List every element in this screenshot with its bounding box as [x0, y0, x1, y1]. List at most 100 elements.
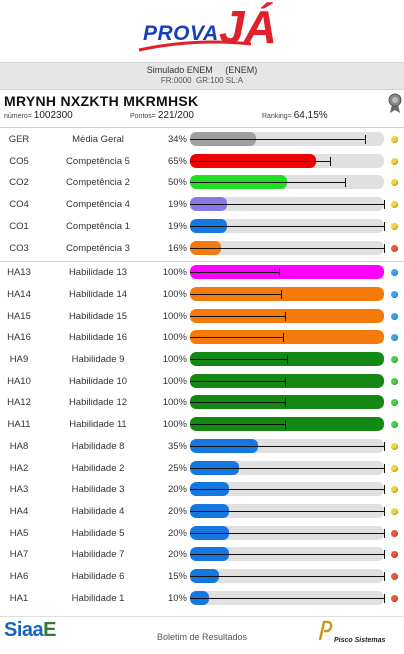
row-code: HA8	[9, 440, 29, 452]
medal-icon	[388, 93, 402, 113]
exam-header: Simulado ENEM (ENEM) FR:0000 GR:100 SL:A	[0, 62, 404, 90]
reference-line	[190, 359, 287, 360]
result-row: CO5 Competência 5 65%	[0, 151, 404, 172]
result-row: HA3 Habilidade 3 20%	[0, 479, 404, 500]
siaae-logo: SiaaE	[4, 619, 56, 642]
row-label: Habilidade 3	[71, 484, 125, 496]
reference-line-end	[285, 420, 287, 430]
row-code: HA9	[9, 354, 29, 365]
reference-line-end	[384, 528, 385, 538]
row-code: CO1	[9, 220, 29, 232]
status-blue-icon	[391, 290, 398, 298]
provaja-logo: PROVA JÁ	[135, 1, 277, 60]
row-code: HA15	[7, 310, 31, 322]
row-code: HA2	[9, 462, 29, 474]
reference-line-end	[285, 311, 287, 321]
siaae-logo-part1: Siaa	[4, 619, 44, 641]
siaae-logo-part2: E	[43, 619, 56, 641]
reference-line	[190, 315, 286, 317]
row-label: Habilidade 15	[68, 310, 128, 322]
score-bar-fill	[190, 395, 384, 410]
result-row: HA1 Habilidade 1 10%	[0, 588, 404, 609]
reference-line	[190, 445, 384, 447]
result-row: CO3 Competência 3 16%	[0, 238, 404, 259]
score-bar-track	[190, 395, 384, 410]
status-red-icon	[391, 573, 398, 580]
row-label: Habilidade 13	[68, 267, 128, 279]
row-label: Habilidade 11	[69, 419, 127, 431]
reference-line	[190, 293, 282, 295]
reference-line	[190, 424, 286, 426]
reference-line	[190, 597, 384, 599]
result-row: HA13 Habilidade 13 100%	[0, 262, 404, 283]
status-green-icon	[391, 356, 398, 363]
status-green-icon	[391, 377, 398, 385]
reference-line-end	[384, 572, 385, 581]
row-percent: 35%	[167, 440, 187, 452]
reference-line	[190, 467, 384, 469]
reference-line-end	[345, 178, 347, 188]
reference-line	[190, 182, 346, 184]
status-red-icon	[391, 594, 398, 602]
reference-line-end	[285, 398, 287, 408]
row-code: HA1	[9, 592, 29, 604]
result-row: HA4 Habilidade 4 20%	[0, 501, 404, 522]
score-bar-fill	[190, 308, 384, 323]
reference-line-end	[279, 268, 281, 278]
result-row: CO1 Competência 1 19%	[0, 216, 404, 237]
row-percent: 20%	[167, 484, 187, 496]
row-code: HA14	[7, 288, 31, 300]
status-yellow-icon	[391, 507, 398, 515]
row-label: Competência 2	[66, 177, 130, 189]
row-percent: 100%	[162, 375, 187, 387]
logo-swoosh-icon	[138, 40, 252, 52]
reference-line	[190, 576, 384, 577]
row-label: Habilidade 12	[68, 397, 128, 409]
row-percent: 100%	[162, 354, 187, 365]
score-bar-fill	[190, 330, 384, 345]
row-code: HA4	[9, 505, 29, 517]
reference-line-end	[384, 550, 385, 560]
row-label: Habilidade 6	[71, 571, 125, 582]
result-row: HA8 Habilidade 8 35%	[0, 436, 404, 457]
row-label: Habilidade 14	[68, 288, 128, 300]
reference-line-end	[285, 376, 287, 386]
numero-info: número= 1002300	[4, 110, 73, 121]
row-label: Habilidade 5	[71, 527, 125, 539]
row-percent: 100%	[162, 419, 187, 431]
status-yellow-icon	[391, 201, 398, 209]
ranking-info: Ranking= 64,15%	[262, 110, 328, 121]
status-blue-icon	[391, 334, 398, 342]
row-percent: 34%	[167, 134, 187, 145]
result-row: HA7 Habilidade 7 20%	[0, 544, 404, 565]
footer-divider	[0, 616, 404, 617]
reference-line-end	[384, 243, 385, 253]
result-row: HA10 Habilidade 10 100%	[0, 371, 404, 392]
row-code: HA16	[7, 332, 31, 344]
reference-line-end	[283, 333, 285, 343]
score-bar-fill	[190, 373, 384, 388]
row-code: HA6	[9, 571, 29, 582]
reference-line-end	[329, 156, 331, 166]
row-label: Habilidade 9	[71, 354, 125, 365]
reference-line-end	[384, 506, 385, 516]
status-yellow-icon	[391, 464, 398, 472]
status-blue-icon	[391, 269, 398, 277]
reference-line-end	[364, 135, 366, 144]
reference-line	[190, 510, 384, 512]
row-percent: 100%	[162, 332, 187, 344]
row-code: CO5	[9, 155, 29, 167]
score-bar-fill	[190, 286, 384, 301]
row-percent: 10%	[167, 592, 187, 604]
row-label: Habilidade 8	[71, 440, 125, 452]
result-row: HA14 Habilidade 14 100%	[0, 284, 404, 305]
score-bar-track	[190, 373, 384, 388]
result-row: HA2 Habilidade 2 25%	[0, 458, 404, 479]
row-percent: 50%	[167, 177, 187, 189]
reference-line	[190, 532, 384, 534]
row-code: HA7	[9, 549, 29, 561]
row-percent: 19%	[167, 199, 187, 211]
exam-meta: FR:0000 GR:100 SL:A	[160, 76, 244, 85]
row-label: Competência 3	[66, 242, 130, 254]
ranking-value: 64,15%	[293, 110, 328, 121]
